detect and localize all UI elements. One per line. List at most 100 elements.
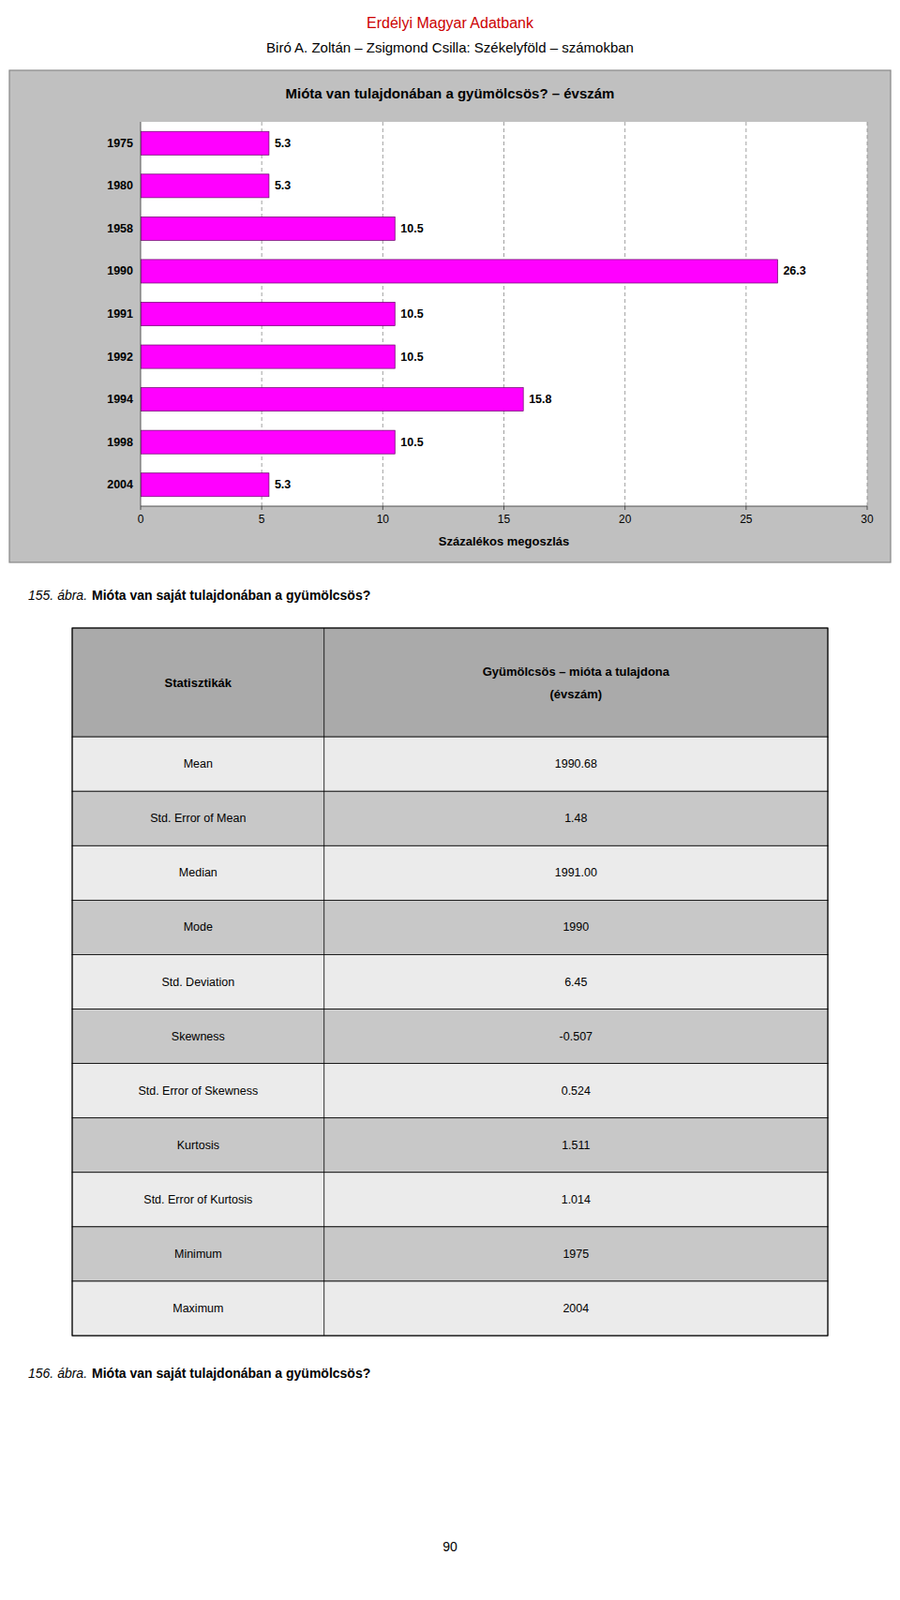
table-row — [72, 791, 828, 846]
table-cell: 1.511 — [561, 1139, 590, 1153]
bar — [140, 473, 270, 497]
page: Erdélyi Magyar Adatbank Biró A. Zoltán – … — [0, 0, 900, 1600]
table-cell: 6.45 — [564, 975, 587, 990]
table-cell: 1.48 — [564, 811, 587, 825]
caption-text: Mióta van saját tulajdonában a gyümölcsö… — [91, 587, 371, 603]
bar — [140, 131, 270, 155]
table: Statisztikák Gyümölcsös – mióta a tulajdo… — [72, 628, 828, 1336]
figure-caption: 155. ábra.Mióta van saját tulajdonában a… — [28, 587, 371, 603]
x-tick-label: 25 — [739, 512, 753, 526]
page-subtitle: Biró A. Zoltán – Zsigmond Csilla: Székel… — [266, 39, 634, 56]
chart-box — [9, 70, 891, 563]
table-cell: 1990 — [562, 920, 589, 934]
bar — [140, 430, 395, 454]
table-row — [72, 1118, 828, 1173]
table-header: (évszám) — [550, 687, 603, 702]
table-header-row — [72, 628, 828, 737]
table-row — [72, 1281, 828, 1336]
category-label: 1958 — [106, 222, 134, 236]
data-label: 5.3 — [274, 179, 291, 193]
data-label: 15.8 — [528, 392, 552, 406]
table-row — [72, 1172, 828, 1228]
x-tick-label: 5 — [258, 512, 266, 526]
data-label: 5.3 — [274, 136, 291, 150]
caption-number: 155. ábra. — [28, 587, 88, 603]
table-cell: Maximum — [172, 1302, 224, 1316]
bar — [140, 259, 778, 284]
table-header: Gyümölcsös – mióta a tulajdona — [482, 664, 671, 679]
table-row — [72, 845, 828, 900]
plot-area — [140, 121, 868, 507]
x-tick-label: 0 — [137, 512, 145, 526]
y-axis — [140, 121, 142, 507]
table-cell: 1975 — [562, 1247, 589, 1261]
bar — [140, 174, 270, 198]
bar — [140, 216, 395, 240]
category-label: 1975 — [106, 136, 134, 150]
table-cell: Minimum — [174, 1247, 223, 1261]
grid-line — [867, 121, 869, 507]
table-cell: Skewness — [171, 1030, 225, 1044]
table-cell: Std. Error of Kurtosis — [143, 1193, 253, 1207]
grid-line — [503, 121, 505, 507]
tick-mark — [503, 506, 505, 510]
tick-mark — [382, 506, 384, 510]
tick-mark — [624, 506, 626, 510]
table-divider — [323, 628, 325, 1336]
table-header: Statisztikák — [165, 675, 233, 690]
data-label: 10.5 — [400, 222, 423, 236]
x-axis — [140, 506, 868, 508]
category-label: 1994 — [106, 392, 134, 406]
page-title: Erdélyi Magyar Adatbank — [366, 15, 535, 31]
table-cell: Mode — [183, 920, 213, 934]
data-label: 5.3 — [274, 478, 291, 492]
x-axis-label: Százalékos megoszlás — [438, 534, 570, 549]
chart-title: Mióta van tulajdonában a gyümölcsös? – é… — [285, 85, 615, 102]
data-label: 10.5 — [400, 307, 423, 321]
tick-mark — [867, 506, 869, 510]
bar — [140, 301, 395, 326]
category-label: 1980 — [106, 179, 134, 193]
caption-number: 156. ábra. — [28, 1365, 88, 1381]
figure-caption: 156. ábra.Mióta van saját tulajdonában a… — [28, 1365, 371, 1381]
table-row — [72, 1064, 828, 1119]
x-tick-label: 30 — [860, 512, 874, 526]
table-cell: Std. Error of Mean — [150, 811, 246, 825]
category-label: 1992 — [106, 350, 134, 364]
table-cell: 1991.00 — [555, 866, 598, 880]
table-cell: 2004 — [562, 1302, 589, 1316]
bar — [140, 345, 395, 369]
category-label: 1991 — [106, 307, 134, 321]
table-cell: Mean — [183, 757, 213, 771]
table-row — [72, 954, 828, 1009]
table-cell: Kurtosis — [177, 1139, 220, 1153]
tick-mark — [261, 506, 263, 510]
bars — [140, 131, 778, 497]
category-label: 2004 — [106, 478, 134, 492]
caption-text: Mióta van saját tulajdonában a gyümölcsö… — [91, 1365, 371, 1381]
bar — [140, 388, 524, 412]
page-number: 90 — [442, 1539, 458, 1555]
table-cell: -0.507 — [559, 1030, 593, 1044]
x-tick-label: 10 — [376, 512, 390, 526]
table-border — [72, 628, 828, 1336]
table-cell: 0.524 — [561, 1084, 591, 1098]
table-cell: Std. Deviation — [161, 975, 235, 990]
table-cell: Std. Error of Skewness — [137, 1084, 258, 1098]
data-label: 10.5 — [400, 350, 423, 364]
category-label: 1998 — [106, 435, 134, 450]
table-row — [72, 1227, 828, 1282]
data-label: 26.3 — [782, 264, 806, 278]
table-row — [72, 736, 828, 792]
data-label: 10.5 — [400, 435, 423, 450]
table-row — [72, 1009, 828, 1065]
table-cell: Median — [179, 866, 218, 880]
tick-mark — [140, 506, 142, 510]
category-label: 1990 — [106, 264, 134, 278]
table-row — [72, 900, 828, 955]
table-cell: 1990.68 — [555, 757, 598, 771]
page-background — [0, 0, 900, 1600]
tick-mark — [745, 506, 747, 510]
grid-line — [745, 121, 747, 507]
table-cell: 1.014 — [561, 1193, 591, 1207]
